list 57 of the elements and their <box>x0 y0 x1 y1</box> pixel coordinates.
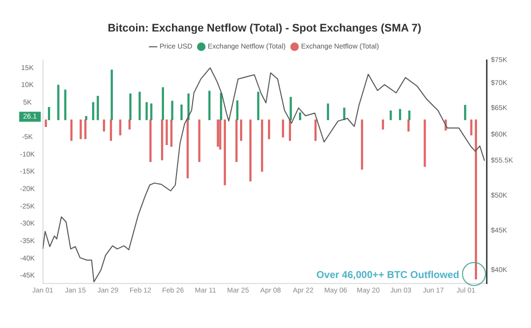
bar <box>70 119 73 141</box>
bar <box>171 100 174 120</box>
bar <box>408 110 410 120</box>
bar <box>390 110 392 120</box>
bar <box>224 119 226 186</box>
bar <box>474 119 478 280</box>
bar <box>282 119 284 138</box>
bar <box>314 119 317 141</box>
bar <box>299 112 302 120</box>
bar <box>208 90 210 120</box>
bar <box>424 119 426 167</box>
bar <box>128 119 131 130</box>
chart-title: Bitcoin: Exchange Netflow (Total) - Spot Exchanges (SMA 7) <box>108 22 422 35</box>
bar <box>382 119 384 130</box>
bar <box>48 106 50 120</box>
bar <box>85 116 88 120</box>
bar <box>180 104 183 120</box>
bar <box>166 119 168 146</box>
bar <box>146 102 148 120</box>
bar <box>96 96 99 120</box>
bar <box>119 119 122 136</box>
bar <box>44 119 47 128</box>
bar <box>268 119 270 140</box>
bar <box>150 104 152 120</box>
bar <box>198 119 200 162</box>
bar <box>129 93 132 120</box>
bar <box>235 119 238 162</box>
bar <box>407 119 410 132</box>
bar <box>162 87 164 120</box>
bar <box>186 119 189 178</box>
bar <box>257 92 260 120</box>
bar <box>110 119 112 141</box>
bar <box>470 119 472 136</box>
bar <box>149 119 152 162</box>
bar <box>326 104 330 120</box>
bar <box>249 119 252 182</box>
bar <box>161 119 164 160</box>
bar <box>219 119 222 150</box>
bar <box>360 119 364 170</box>
bar <box>236 100 238 120</box>
bar <box>92 102 94 120</box>
bar <box>260 119 264 172</box>
annotation: Over 46,000++ BTC Outflowed <box>316 270 460 281</box>
bar <box>464 104 466 120</box>
bar <box>138 92 141 120</box>
bar <box>102 119 106 132</box>
bar <box>398 109 402 120</box>
bar <box>80 119 82 140</box>
bar <box>290 96 292 120</box>
bar <box>57 84 60 120</box>
bar <box>64 90 66 120</box>
bar <box>216 119 219 147</box>
bar <box>240 119 242 141</box>
bar <box>84 119 86 140</box>
bar <box>170 119 172 147</box>
bar <box>343 108 346 120</box>
bar <box>110 70 113 120</box>
